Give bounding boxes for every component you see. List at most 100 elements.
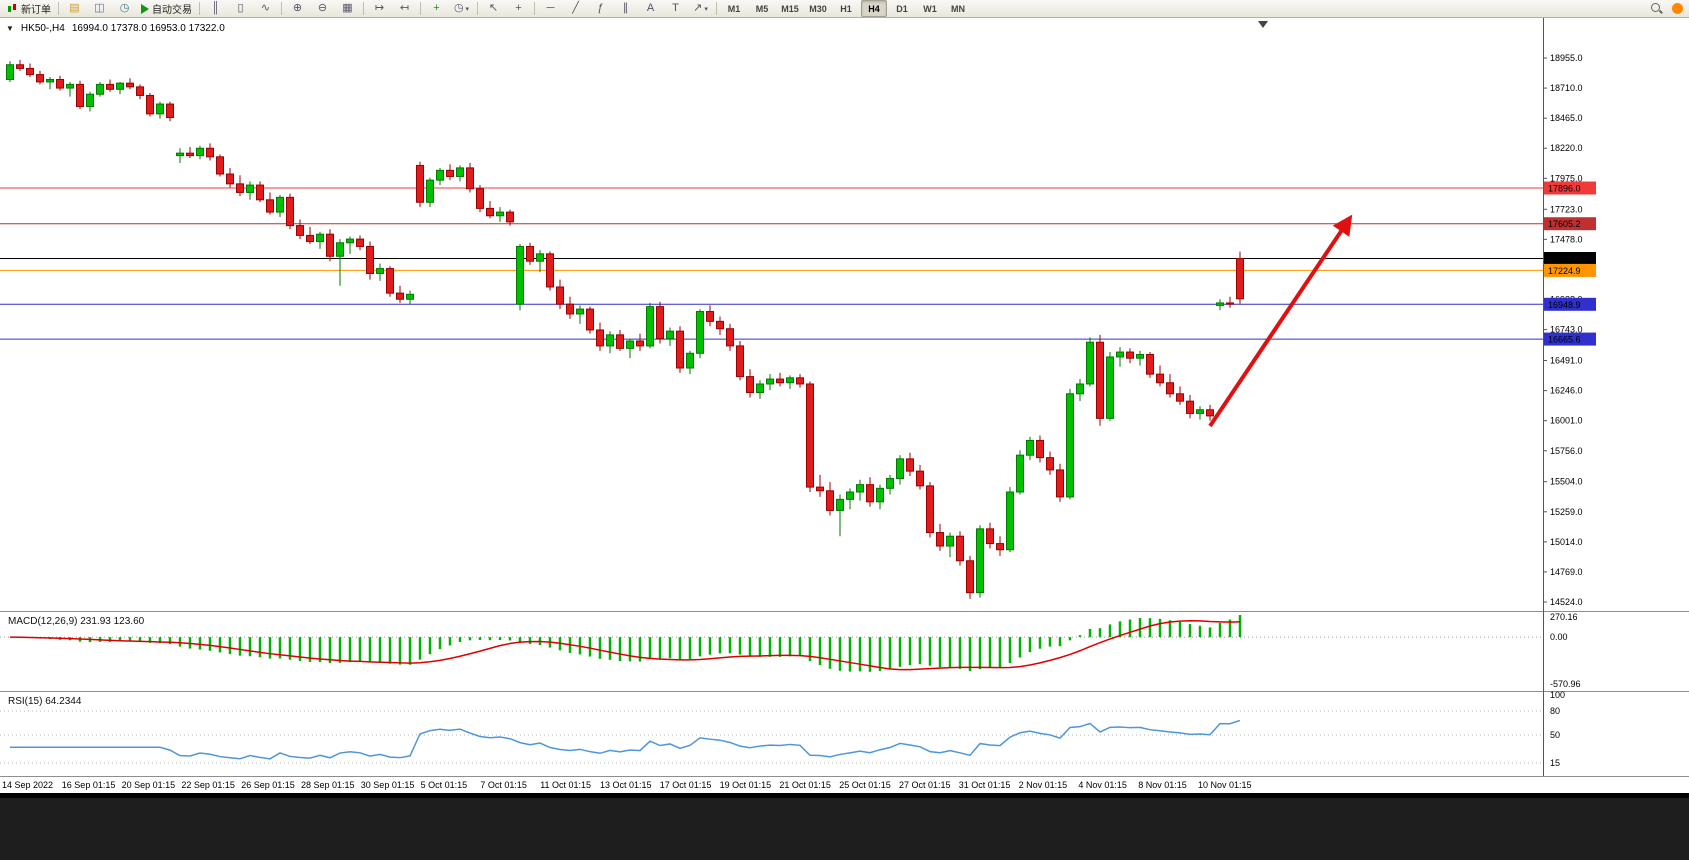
macd-histogram bbox=[18, 615, 1242, 672]
macd-signal-line bbox=[9, 619, 1241, 671]
svg-text:17224.9: 17224.9 bbox=[1548, 266, 1581, 276]
zoom-in-button[interactable]: ⊕ bbox=[286, 0, 309, 17]
svg-text:16948.9: 16948.9 bbox=[1548, 300, 1581, 310]
profiles-icon: ◫ bbox=[94, 2, 105, 14]
periods-caret-icon: ▾ bbox=[465, 5, 470, 13]
cursor-button[interactable]: ↖ bbox=[482, 0, 505, 17]
macd-indicator: 270.16 0.00 -570.96 bbox=[0, 612, 1581, 689]
timeframe-mn-button[interactable]: MN bbox=[951, 3, 965, 14]
rsi-indicator: 100 80 50 15 bbox=[0, 690, 1565, 768]
svg-text:30 Sep 01:15: 30 Sep 01:15 bbox=[361, 780, 415, 790]
timeframe-d1-button[interactable]: D1 bbox=[896, 3, 908, 14]
svg-text:26 Sep 01:15: 26 Sep 01:15 bbox=[241, 780, 295, 790]
symbol-title: HK50-,H4 bbox=[20, 23, 65, 34]
horizontal-lines[interactable] bbox=[0, 187, 1543, 340]
svg-text:18220.0: 18220.0 bbox=[1550, 143, 1583, 153]
svg-text:16491.0: 16491.0 bbox=[1550, 356, 1583, 366]
toolbar-separator bbox=[477, 2, 478, 15]
candlestick-series bbox=[6, 59, 1244, 599]
channel-button[interactable]: ∥ bbox=[614, 0, 637, 17]
one-click-toggle-icon[interactable]: ▼ bbox=[6, 24, 14, 33]
line-chart-button[interactable]: ∿ bbox=[254, 0, 277, 17]
svg-text:16665.6: 16665.6 bbox=[1548, 335, 1581, 345]
text-icon: A bbox=[646, 2, 655, 14]
chart-canvas[interactable]: 18955.0 18710.0 18465.0 18220.0 17975.0 17723… bbox=[0, 18, 1689, 860]
tile-windows-button[interactable]: ▦ bbox=[336, 0, 359, 17]
svg-text:17723.0: 17723.0 bbox=[1550, 204, 1583, 214]
auto-scroll-button[interactable]: ↦ bbox=[368, 0, 391, 17]
crosshair-button[interactable]: + bbox=[507, 0, 530, 17]
svg-text:15504.0: 15504.0 bbox=[1550, 477, 1583, 487]
timeframe-m5-button[interactable]: M5 bbox=[755, 3, 769, 14]
timeframe-h4-button[interactable]: H4 bbox=[861, 0, 887, 17]
svg-text:31 Oct 01:15: 31 Oct 01:15 bbox=[959, 780, 1011, 790]
indicators-button[interactable]: + bbox=[425, 0, 448, 17]
svg-text:100: 100 bbox=[1550, 690, 1565, 700]
autotrading-icon bbox=[141, 3, 149, 14]
svg-text:14524.0: 14524.0 bbox=[1550, 597, 1583, 607]
toolbar-groups: 新订单 ▤ ◫ ◷ 自动交易 ║ ▯ ∿ ⊕ ⊖ ▦ ↦ ↤ + ◷ ▾ ↖ + ─ ╱ ƒ ∥ A T ↗ ▾ M1 M5 M15 M3… bbox=[3, 0, 972, 17]
svg-text:22 Sep 01:15: 22 Sep 01:15 bbox=[181, 780, 235, 790]
svg-text:4 Nov 01:15: 4 Nov 01:15 bbox=[1078, 780, 1127, 790]
svg-text:19 Oct 01:15: 19 Oct 01:15 bbox=[720, 780, 772, 790]
svg-text:17975.0: 17975.0 bbox=[1550, 173, 1583, 183]
timeframe-h1-button[interactable]: H1 bbox=[840, 3, 852, 14]
charts-button[interactable]: ▤ bbox=[63, 0, 86, 17]
bar-chart-button[interactable]: ║ bbox=[204, 0, 227, 17]
new-order-button[interactable]: 新订单 bbox=[4, 0, 54, 17]
indicators-icon: + bbox=[433, 2, 440, 14]
trendline-button[interactable]: ╱ bbox=[564, 0, 587, 17]
svg-text:15259.0: 15259.0 bbox=[1550, 507, 1583, 517]
horizontal-line-button[interactable]: ─ bbox=[539, 0, 562, 17]
timeframe-m1-button[interactable]: M1 bbox=[727, 3, 741, 14]
svg-text:13 Oct 01:15: 13 Oct 01:15 bbox=[600, 780, 652, 790]
timeframe-w1-button[interactable]: W1 bbox=[923, 3, 937, 14]
profiles-button[interactable]: ◫ bbox=[88, 0, 111, 17]
svg-text:10 Nov 01:15: 10 Nov 01:15 bbox=[1198, 780, 1252, 790]
search-icon[interactable] bbox=[1650, 2, 1663, 15]
chart-window: 18955.0 18710.0 18465.0 18220.0 17975.0 17723… bbox=[0, 18, 1689, 860]
text-label-button[interactable]: T bbox=[664, 0, 687, 17]
rsi-label: RSI(15) 64.2344 bbox=[8, 696, 82, 707]
price-tag-16948.9 bbox=[1544, 297, 1596, 311]
timeframe-m30-button[interactable]: M30 bbox=[809, 3, 827, 14]
chart-shift-icon: ↤ bbox=[399, 2, 410, 14]
notification-badge[interactable] bbox=[1672, 3, 1683, 14]
autotrading-label: 自动交易 bbox=[152, 5, 192, 16]
candlestick-chart-button[interactable]: ▯ bbox=[229, 0, 252, 17]
time-axis[interactable]: 14 Sep 2022 16 Sep 01:15 20 Sep 01:15 22 Se… bbox=[2, 780, 1252, 790]
fibonacci-button[interactable]: ƒ bbox=[589, 0, 612, 17]
chart-shift-button[interactable]: ↤ bbox=[393, 0, 416, 17]
alerts-button[interactable]: ◷ bbox=[113, 0, 136, 17]
svg-text:28 Sep 01:15: 28 Sep 01:15 bbox=[301, 780, 355, 790]
svg-text:270.16: 270.16 bbox=[1550, 612, 1578, 622]
svg-text:17478.0: 17478.0 bbox=[1550, 234, 1583, 244]
zoom-in-icon: ⊕ bbox=[292, 2, 303, 14]
crosshair-icon: + bbox=[515, 2, 522, 14]
auto-scroll-icon: ↦ bbox=[374, 2, 385, 14]
svg-text:16246.0: 16246.0 bbox=[1550, 386, 1583, 396]
bar-chart-icon: ║ bbox=[211, 2, 220, 14]
toolbar-separator bbox=[58, 2, 59, 15]
svg-text:14769.0: 14769.0 bbox=[1550, 567, 1583, 577]
alerts-icon: ◷ bbox=[119, 2, 130, 14]
timeframe-m15-button[interactable]: M15 bbox=[781, 3, 799, 14]
trend-arrow[interactable] bbox=[1208, 214, 1353, 428]
zoom-out-button[interactable]: ⊖ bbox=[311, 0, 334, 17]
svg-text:15756.0: 15756.0 bbox=[1550, 446, 1583, 456]
toolbar-separator bbox=[420, 2, 421, 15]
periods-button[interactable]: ◷ ▾ bbox=[450, 0, 473, 17]
chart-shift-marker[interactable] bbox=[1258, 21, 1268, 28]
symbol-info: ▼ HK50-,H4 16994.0 17378.0 16953.0 17322… bbox=[6, 23, 225, 34]
arrows-button[interactable]: ↗ ▾ bbox=[689, 0, 712, 17]
svg-text:14 Sep 2022: 14 Sep 2022 bbox=[2, 780, 53, 790]
text-button[interactable]: A bbox=[639, 0, 662, 17]
price-axis[interactable]: 18955.0 18710.0 18465.0 18220.0 17975.0 17723… bbox=[1543, 53, 1596, 607]
autotrading-button[interactable]: 自动交易 bbox=[138, 0, 195, 17]
text-label-icon: T bbox=[672, 2, 679, 14]
new-order-label: 新订单 bbox=[21, 5, 51, 16]
svg-text:17322.0: 17322.0 bbox=[1548, 254, 1581, 264]
line-chart-icon: ∿ bbox=[260, 2, 271, 14]
new-order-icon bbox=[7, 3, 18, 14]
macd-label: MACD(12,26,9) 231.93 123.60 bbox=[8, 616, 145, 627]
